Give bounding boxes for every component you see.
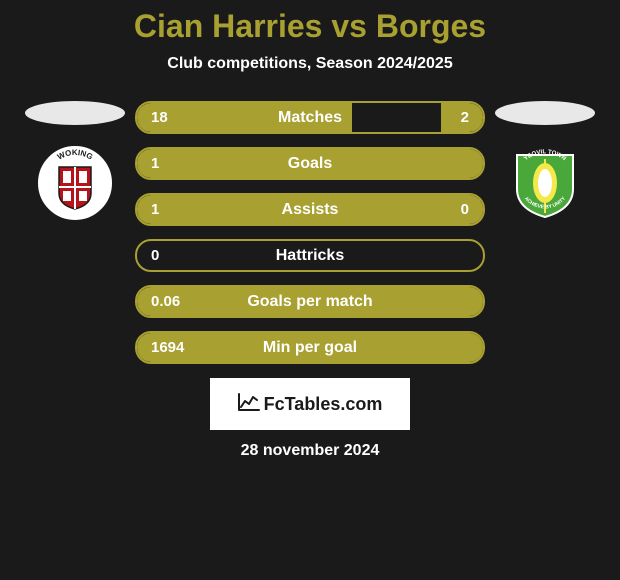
- stats-column: 18Matches21Goals1Assists00Hattricks0.06G…: [135, 101, 485, 364]
- stat-row: 1Assists0: [135, 193, 485, 226]
- player-shadow-right: [495, 101, 595, 125]
- stat-row: 1Goals: [135, 147, 485, 180]
- page-title: Cian Harries vs Borges: [134, 8, 486, 45]
- left-club-badge: WOKING: [35, 143, 115, 223]
- comparison-card: Cian Harries vs Borges Club competitions…: [0, 0, 620, 580]
- stat-row: 1694Min per goal: [135, 331, 485, 364]
- stat-label: Goals: [137, 155, 483, 173]
- stat-row: 0Hattricks: [135, 239, 485, 272]
- stat-label: Min per goal: [137, 339, 483, 357]
- stat-value-right: 0: [461, 201, 469, 218]
- stat-label: Matches: [137, 109, 483, 127]
- stat-row: 0.06Goals per match: [135, 285, 485, 318]
- left-player-col: WOKING: [15, 101, 135, 223]
- stat-label: Goals per match: [137, 293, 483, 311]
- stat-row: 18Matches2: [135, 101, 485, 134]
- right-player-col: YEOVIL TOWN ACHIEVE BY UNITY: [485, 101, 605, 223]
- comparison-area: WOKING 18Matches21Goals1Assists00Hattric…: [0, 101, 620, 364]
- player-shadow-left: [25, 101, 125, 125]
- woking-badge-icon: WOKING: [35, 143, 115, 223]
- stat-label: Assists: [137, 201, 483, 219]
- subtitle: Club competitions, Season 2024/2025: [167, 55, 452, 73]
- right-club-badge: YEOVIL TOWN ACHIEVE BY UNITY: [505, 143, 585, 223]
- watermark-text: FcTables.com: [264, 394, 383, 415]
- date-text: 28 november 2024: [241, 442, 380, 460]
- yeovil-badge-icon: YEOVIL TOWN ACHIEVE BY UNITY: [505, 143, 585, 223]
- watermark: FcTables.com: [210, 378, 410, 430]
- stat-label: Hattricks: [137, 247, 483, 265]
- chart-icon: [238, 393, 260, 416]
- stat-value-right: 2: [461, 109, 469, 126]
